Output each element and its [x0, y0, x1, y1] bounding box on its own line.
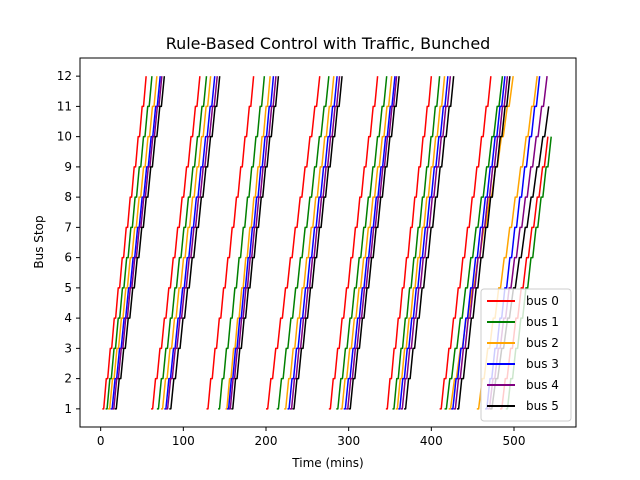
legend-label: bus 2: [526, 336, 559, 350]
x-tick-label: 500: [503, 434, 526, 448]
trip-line: [169, 76, 221, 410]
legend-label: bus 5: [526, 399, 559, 413]
series-bus-4: [112, 76, 548, 410]
trip-line: [105, 76, 153, 410]
y-tick-label: 12: [57, 69, 72, 83]
x-tick-label: 200: [255, 434, 278, 448]
y-tick-label: 8: [64, 190, 72, 204]
trip-line: [266, 76, 321, 410]
x-tick-label: 400: [420, 434, 443, 448]
trip-line: [108, 76, 158, 410]
trip-line: [398, 76, 449, 410]
trip-line: [336, 76, 388, 410]
plot-frame: [79, 57, 577, 428]
x-axis: 0 100 200 300 400 500: [97, 427, 526, 448]
y-tick-label: 2: [64, 372, 72, 386]
trip-line: [284, 76, 335, 410]
trip-line: [225, 76, 271, 410]
series-bus-5: [114, 76, 550, 410]
trip-line: [161, 76, 212, 410]
trip-line: [206, 76, 255, 410]
chart-title: Rule-Based Control with Traffic, Bunched: [166, 34, 491, 53]
plot-area: [102, 76, 552, 410]
x-tick-label: 100: [172, 434, 195, 448]
trip-line: [392, 76, 441, 410]
y-tick-label: 5: [64, 281, 72, 295]
trip-line: [444, 76, 504, 410]
trip-line: [102, 76, 147, 410]
trip-line: [340, 76, 393, 410]
legend-label: bus 3: [526, 357, 559, 371]
trip-line: [218, 76, 266, 410]
x-axis-label: Time (mins): [291, 456, 363, 470]
trip-line: [328, 76, 379, 410]
y-tick-label: 9: [64, 160, 72, 174]
y-tick-label: 4: [64, 311, 72, 325]
trip-line: [395, 76, 446, 410]
trip-line: [348, 76, 400, 410]
trip-line: [439, 76, 492, 410]
y-tick-label: 7: [64, 220, 72, 234]
trip-line: [114, 76, 166, 410]
trip-line: [456, 76, 511, 410]
y-tick-label: 3: [64, 341, 72, 355]
trip-line: [292, 76, 343, 410]
trip-line: [289, 76, 341, 410]
y-tick-label: 11: [57, 99, 72, 113]
trip-line: [404, 76, 455, 410]
trip-line: [112, 76, 163, 410]
y-tick-label: 6: [64, 251, 72, 265]
trip-line: [385, 76, 433, 410]
y-tick-label: 10: [57, 130, 72, 144]
trip-line: [287, 76, 338, 410]
x-tick-label: 300: [337, 434, 360, 448]
y-tick-label: 1: [64, 402, 72, 416]
trip-line: [453, 76, 509, 410]
trip-line: [451, 76, 506, 410]
trip-line: [165, 76, 218, 410]
trip-line: [151, 76, 201, 410]
trip-line: [276, 76, 330, 410]
legend-label: bus 0: [526, 294, 559, 308]
series-layer: [102, 76, 552, 410]
trip-line: [231, 76, 280, 410]
trip-line: [156, 76, 208, 410]
legend-label: bus 1: [526, 315, 559, 329]
x-tick-label: 0: [97, 434, 105, 448]
trip-line: [346, 76, 398, 410]
trip-line: [400, 76, 452, 410]
y-axis-label: Bus Stop: [32, 215, 46, 268]
legend-label: bus 4: [526, 378, 559, 392]
legend: bus 0 bus 1 bus 2 bus 3 bus 4 bus 5: [480, 288, 572, 422]
trip-line: [228, 76, 277, 410]
